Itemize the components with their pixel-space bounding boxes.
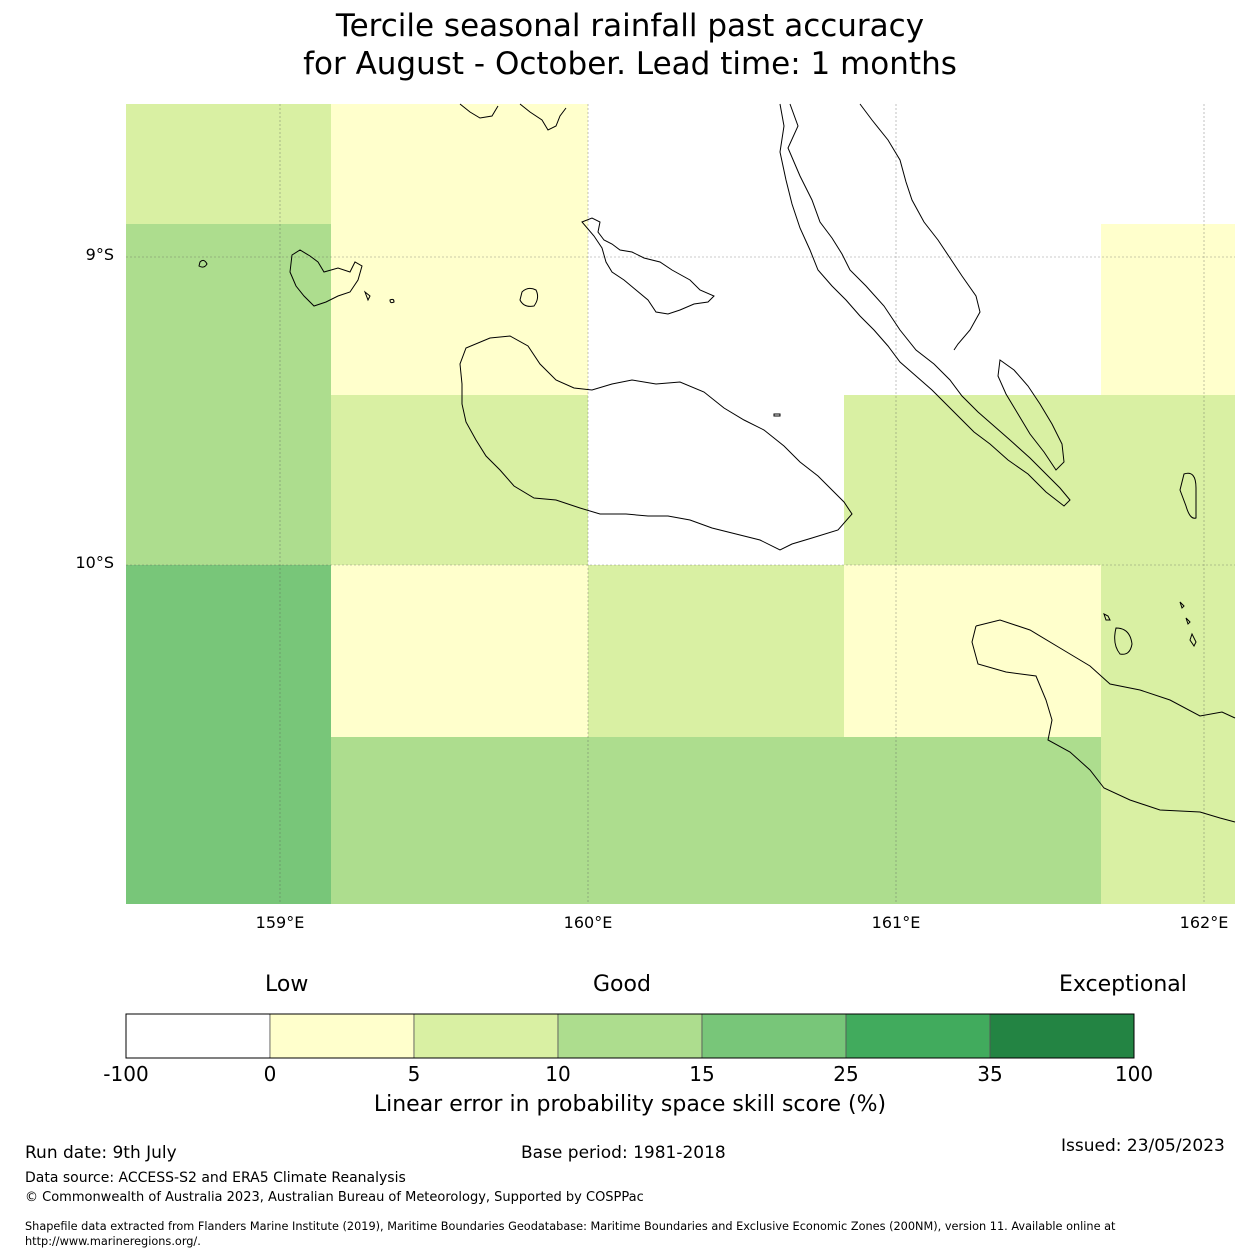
colorbar-tick-label: 25 bbox=[833, 1062, 859, 1086]
chart-title-line-2: for August - October. Lead time: 1 month… bbox=[303, 46, 957, 82]
colorbar-tick-label: 5 bbox=[407, 1062, 421, 1086]
grid-cell bbox=[588, 565, 844, 737]
colorbar-tick-label: 15 bbox=[689, 1062, 715, 1086]
colorbar-outline bbox=[125, 1013, 1135, 1059]
grid-cell bbox=[331, 395, 588, 565]
grid-cell bbox=[844, 565, 1101, 737]
copyright: © Commonwealth of Australia 2023, Austra… bbox=[25, 1190, 644, 1205]
run-date: Run date: 9th July bbox=[25, 1143, 177, 1163]
colorbar-exceptional-label: Exceptional bbox=[1059, 972, 1187, 997]
grid-cell bbox=[126, 565, 331, 904]
colorbar-tick-label: 10 bbox=[545, 1062, 571, 1086]
grid-cell bbox=[331, 565, 588, 737]
lon-label-162e: 162°E bbox=[1179, 913, 1229, 932]
colorbar-segment bbox=[845, 1013, 991, 1059]
data-source: Data source: ACCESS-S2 and ERA5 Climate … bbox=[25, 1170, 406, 1186]
coastlines bbox=[198, 103, 1236, 823]
chart-title-line-1: Tercile seasonal rainfall past accuracy bbox=[335, 8, 925, 44]
issued-date: Issued: 23/05/2023 bbox=[1061, 1136, 1225, 1156]
colorbar-tick-label: 0 bbox=[263, 1062, 277, 1086]
lat-label-9s: 9°S bbox=[85, 245, 114, 264]
grid-cell bbox=[1101, 565, 1235, 904]
colorbar bbox=[125, 1013, 1135, 1059]
colorbar-segment bbox=[269, 1013, 415, 1059]
shapefile-credit-line-1: Shapefile data extracted from Flanders M… bbox=[25, 1220, 1116, 1233]
skill-grid-cells bbox=[126, 104, 1235, 904]
grid-cell bbox=[126, 224, 331, 565]
lat-label-10s: 10°S bbox=[75, 553, 114, 572]
colorbar-segment bbox=[557, 1013, 703, 1059]
lon-label-161e: 161°E bbox=[871, 913, 921, 932]
colorbar-axis-label: Linear error in probability space skill … bbox=[373, 1092, 887, 1117]
lon-label-159e: 159°E bbox=[255, 913, 305, 932]
base-period: Base period: 1981-2018 bbox=[521, 1143, 726, 1163]
colorbar-segment bbox=[413, 1013, 559, 1059]
colorbar-low-label: Low bbox=[265, 972, 309, 997]
grid-cell bbox=[1101, 224, 1235, 395]
colorbar-good-label: Good bbox=[593, 972, 651, 997]
grid-cell bbox=[126, 104, 331, 224]
colorbar-tick-label: -100 bbox=[103, 1062, 149, 1086]
lon-label-160e: 160°E bbox=[563, 913, 613, 932]
grid-cell bbox=[844, 395, 1235, 565]
colorbar-segment bbox=[125, 1013, 271, 1059]
grid-cell bbox=[331, 737, 1101, 904]
shapefile-credit-line-2: http://www.marineregions.org/. bbox=[25, 1235, 201, 1248]
grid-cell bbox=[331, 104, 588, 395]
colorbar-segment bbox=[989, 1013, 1135, 1059]
colorbar-tick-label: 100 bbox=[1114, 1062, 1154, 1086]
colorbar-tick-label: 35 bbox=[977, 1062, 1003, 1086]
colorbar-segment bbox=[701, 1013, 847, 1059]
